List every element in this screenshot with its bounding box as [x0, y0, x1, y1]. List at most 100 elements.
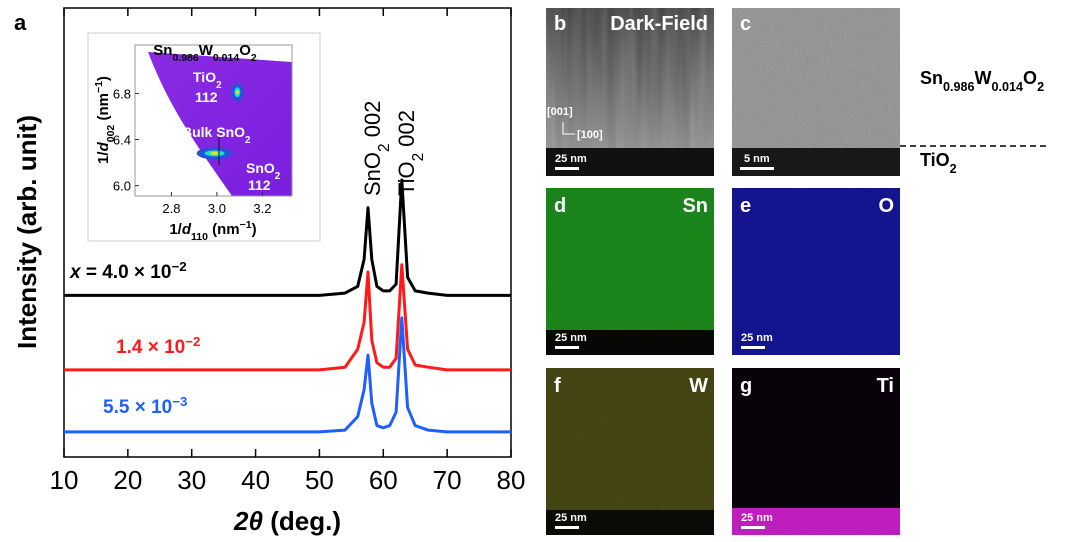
rsm-map — [148, 52, 292, 196]
series-line — [64, 263, 511, 372]
text-part: 5.5 × 10 — [103, 397, 172, 418]
panel-letter: g — [740, 375, 752, 397]
text-part: x — [69, 262, 82, 283]
peak-center — [210, 151, 219, 155]
x-tick-label: 80 — [497, 465, 526, 495]
y-tick-label: 6.4 — [113, 133, 131, 148]
text-part: 1.4 × 10 — [116, 337, 185, 358]
text-part: 1/ — [169, 221, 182, 238]
panel-label: O — [878, 195, 894, 217]
inset-frame — [134, 44, 293, 197]
side-label: TiO2 — [920, 150, 957, 176]
text-part: 2θ — [233, 506, 263, 536]
x-tick-label: 3.2 — [253, 201, 271, 216]
orientation: [100] — [577, 129, 603, 141]
text-part: 002 — [105, 125, 117, 143]
scale-label: 25 nm — [741, 332, 773, 344]
panel-label: Dark-Field — [610, 13, 708, 35]
inset-label: 112 — [195, 89, 218, 105]
panel-label: Sn — [682, 195, 708, 217]
text-part: TiO — [394, 161, 419, 196]
text-part: d — [95, 141, 112, 151]
scale-bar — [555, 526, 579, 529]
scale-bar — [555, 167, 579, 170]
text-part: O — [239, 42, 251, 59]
panel-letter: d — [554, 195, 566, 217]
text-part: 0.014 — [992, 80, 1024, 94]
text-part: 2 — [245, 135, 251, 146]
image-substrate — [546, 148, 714, 176]
scale-bar — [555, 346, 579, 349]
inset-label: 112 — [248, 177, 271, 193]
panel-label: Ti — [877, 375, 894, 397]
text-part: (nm — [95, 93, 112, 125]
text-part: Bulk SnO — [182, 124, 245, 140]
text-part: −2 — [171, 259, 186, 274]
y-axis-label: 1/d002 (nm−1) — [93, 76, 117, 164]
x-tick-label: 30 — [177, 465, 206, 495]
text-part: (nm — [208, 221, 240, 238]
image-texture — [546, 188, 714, 330]
panel-b: b Dark-Field [001] [100] 25 nm — [546, 8, 714, 176]
inset-title: Sn0.986W0.014O2 — [153, 42, 257, 64]
image-texture — [732, 188, 900, 355]
text-part: TiO — [193, 69, 216, 85]
text-part: −1 — [93, 81, 105, 93]
text-part: d — [182, 221, 192, 238]
text-part: 112 — [195, 89, 218, 105]
text-part: ) — [95, 76, 112, 81]
text-part: SnO — [360, 152, 385, 196]
plot-frame — [63, 7, 512, 458]
text-part: O — [1023, 68, 1037, 88]
text-part: 110 — [191, 231, 208, 243]
scale-bar — [740, 167, 774, 170]
text-part: 2 — [410, 153, 427, 162]
image-texture — [732, 508, 900, 535]
text-part: 2 — [950, 162, 957, 176]
scale-label: 25 nm — [555, 332, 587, 344]
panel-d: d Sn 25 nm — [546, 188, 714, 355]
panel-label: W — [689, 375, 708, 397]
axis-arrows — [562, 122, 575, 135]
x-tick-label: 10 — [50, 465, 79, 495]
text-part: 0.986 — [172, 52, 198, 64]
text-part: −3 — [172, 394, 187, 409]
text-part: 112 — [248, 177, 271, 193]
scale-label: 25 nm — [555, 512, 587, 524]
rsm-peak — [196, 147, 233, 160]
text-part: 002 — [360, 101, 385, 144]
series-label: x = 4.0 × 10−2 — [69, 259, 187, 284]
image — [732, 368, 900, 535]
x-tick-label: 3.0 — [208, 201, 226, 216]
x-tick-label: 40 — [241, 465, 270, 495]
text-part: 0.014 — [213, 52, 239, 64]
panel-letter: f — [554, 375, 561, 397]
side-label: Sn0.986W0.014O2 — [920, 68, 1044, 94]
x-tick-label: 60 — [369, 465, 398, 495]
image-texture — [732, 8, 900, 148]
scale-label: 25 nm — [741, 512, 773, 524]
text-part: (deg.) — [263, 506, 341, 536]
orientation: [001] — [547, 106, 573, 118]
x-tick-label: 2.8 — [162, 201, 180, 216]
image-substrate — [546, 510, 714, 535]
y-tick-label: 6.0 — [113, 179, 131, 194]
x-axis-label: 2θ (deg.) — [233, 506, 341, 536]
peak-center — [235, 90, 239, 95]
peak-label: TiO2 002 — [394, 110, 427, 196]
inset-label: Bulk SnO2 — [182, 124, 251, 146]
series-line — [64, 316, 511, 434]
text-part: Sn — [153, 42, 172, 59]
image-substrate — [546, 330, 714, 355]
panel-letter: e — [740, 195, 751, 217]
scale-bar — [741, 526, 765, 529]
inset-label: TiO2 — [193, 69, 222, 91]
panel-letter: b — [554, 13, 566, 35]
text-part: 1/ — [95, 151, 112, 164]
text-part: ) — [252, 221, 257, 238]
text-part: TiO — [920, 150, 950, 170]
series-label: 5.5 × 10−3 — [103, 394, 187, 419]
peak-label: SnO2 002 — [360, 101, 393, 196]
panel-c: c 5 nm — [732, 8, 900, 176]
